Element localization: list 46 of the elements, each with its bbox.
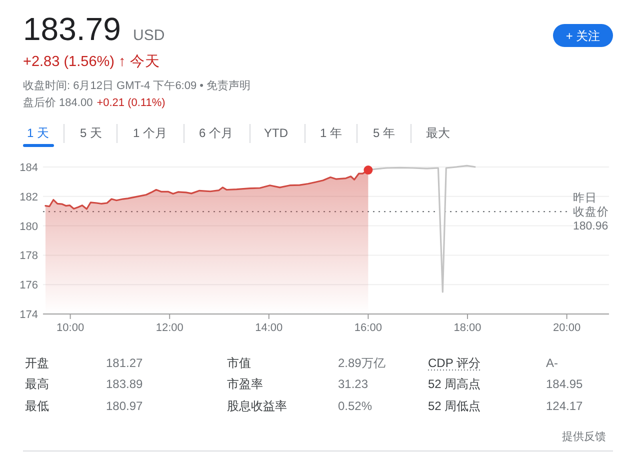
subtitle: +2.83 (1.56%) ↑ 今天	[23, 54, 160, 70]
y-tick-label: 180	[20, 220, 38, 233]
button: + 关注	[553, 24, 613, 47]
text: 5 天	[80, 126, 102, 140]
text: 提供反馈	[562, 430, 606, 443]
text: 5 年	[373, 126, 396, 140]
text: +0.21 (0.11%)	[96, 97, 166, 109]
x-tick-label: 20:00	[553, 322, 581, 334]
y-tick-label: 184	[20, 162, 38, 174]
text: 最高	[25, 377, 49, 391]
text: 股息收益率	[227, 399, 287, 413]
text: 6 个月	[199, 126, 234, 140]
text: 180.97	[106, 399, 144, 413]
text: 开盘	[25, 356, 49, 370]
x-tick-label: 12:00	[156, 322, 184, 334]
text: 52 周低点	[428, 399, 481, 413]
x-tick-label: 14:00	[255, 322, 283, 334]
tab: 1 天	[23, 126, 54, 147]
text: 1 年	[320, 126, 342, 140]
title: 183.79 USD	[23, 11, 165, 47]
text: 最大	[426, 126, 450, 140]
x-tick-label: 18:00	[454, 322, 482, 334]
y-tick-label: 176	[20, 280, 38, 292]
text: 181.27	[106, 356, 144, 370]
text: 2.89万亿	[338, 356, 386, 370]
text: 124.17	[546, 399, 584, 413]
text: YTD	[264, 126, 288, 140]
text: 收盘时间: 6月12日 GMT-4 下午6:09 • 免责声明	[23, 79, 251, 92]
y-tick-label: 174	[20, 309, 38, 321]
x-tick-label: 16:00	[354, 322, 382, 334]
text: A-	[546, 356, 558, 370]
text: 184.95	[546, 377, 584, 391]
text: 最低	[25, 399, 49, 413]
text: 183.89	[106, 377, 144, 391]
text: 31.23	[338, 377, 368, 391]
y-tick-label: 178	[20, 250, 38, 262]
text: 市盈率	[227, 377, 263, 391]
ref-line-label: 昨日收盘价 180.96	[573, 192, 609, 233]
text: 市值	[227, 356, 251, 370]
text: CDP 评分	[428, 356, 481, 370]
text: 1 个月	[133, 126, 168, 140]
text: 0.52%	[338, 399, 372, 413]
x-tick-label: 10:00	[56, 322, 84, 334]
y-tick-label: 182	[20, 191, 38, 204]
text: 盘后价 184.00	[23, 96, 93, 109]
text: 52 周高点	[428, 377, 481, 391]
